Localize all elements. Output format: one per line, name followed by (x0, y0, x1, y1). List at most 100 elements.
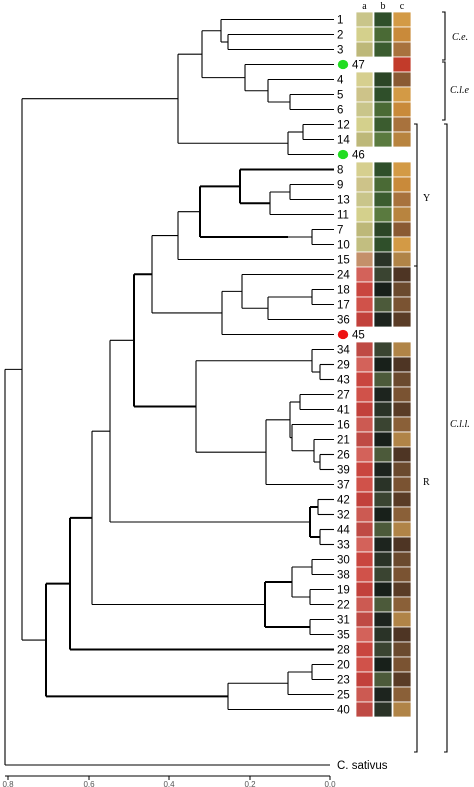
swatch-a-10 (355, 236, 374, 253)
swatch-b-6 (373, 101, 393, 118)
swatch-b-44 (373, 521, 393, 538)
swatch-a-40 (355, 701, 374, 718)
swatch-c-7 (392, 221, 412, 238)
swatch-b-38 (373, 566, 393, 583)
leaf-label-25: 25 (337, 690, 350, 702)
group-label-cll: C.l.l. (450, 419, 470, 430)
swatch-a-14 (355, 131, 374, 148)
swatch-a-5 (355, 86, 374, 103)
leaf-label-40: 40 (337, 705, 350, 717)
swatch-b-30 (373, 551, 393, 568)
distance-axis: 0.8 0.6 0.4 0.2 0.0 (2, 775, 336, 787)
axis-tick-label: 0.8 (2, 780, 14, 787)
leaf-label-3: 3 (337, 45, 343, 57)
leaf-label-15: 15 (337, 255, 350, 267)
swatch-c-1 (392, 11, 412, 28)
swatch-c-22 (392, 596, 412, 613)
swatch-b-12 (373, 116, 393, 133)
swatch-c-36 (392, 311, 412, 328)
leaf-label-20: 20 (337, 660, 350, 672)
swatch-c-31 (392, 611, 412, 628)
swatch-c-40 (392, 701, 412, 718)
swatch-b-32 (373, 506, 393, 523)
leaf-label-17: 17 (337, 300, 350, 312)
swatch-a-22 (355, 596, 374, 613)
swatch-c-5 (392, 86, 412, 103)
swatch-b-28 (373, 641, 393, 658)
swatch-a-37 (355, 476, 374, 493)
highlight-marker-45 (337, 329, 349, 340)
swatch-a-33 (355, 536, 374, 553)
swatch-b-33 (373, 536, 393, 553)
swatch-a-32 (355, 506, 374, 523)
swatch-b-18 (373, 281, 393, 298)
leaf-label-39: 39 (337, 465, 350, 477)
leaf-label-23: 23 (337, 675, 350, 687)
swatch-b-10 (373, 236, 393, 253)
swatch-b-5 (373, 86, 393, 103)
swatch-c-47 (392, 56, 412, 73)
swatch-b-17 (373, 296, 393, 313)
swatch-b-9 (373, 176, 393, 193)
leaf-label-5: 5 (337, 90, 343, 102)
swatch-b-26 (373, 446, 393, 463)
swatch-b-4 (373, 71, 393, 88)
swatch-a-13 (355, 191, 374, 208)
swatch-a-28 (355, 641, 374, 658)
swatch-a-20 (355, 656, 374, 673)
tree-branches (4, 18, 334, 766)
swatch-a-34 (355, 341, 374, 358)
swatch-c-12 (392, 116, 412, 133)
leaf-label-37: 37 (337, 480, 350, 492)
bracket-y (414, 123, 418, 267)
swatch-a-24 (355, 266, 374, 283)
swatch-a-1 (355, 11, 374, 28)
swatch-c-13 (392, 191, 412, 208)
swatch-c-39 (392, 461, 412, 478)
swatch-c-23 (392, 671, 412, 688)
leaf-label-6: 6 (337, 105, 343, 117)
swatch-a-44 (355, 521, 374, 538)
swatch-c-21 (392, 431, 412, 448)
swatch-c-9 (392, 176, 412, 193)
group-label-ce: C.e. (452, 32, 468, 43)
swatch-c-27 (392, 386, 412, 403)
swatch-c-30 (392, 551, 412, 568)
leaf-label-2: 2 (337, 30, 343, 42)
leaf-label-14: 14 (337, 135, 350, 147)
swatch-c-19 (392, 581, 412, 598)
swatch-c-29 (392, 356, 412, 373)
swatch-c-18 (392, 281, 412, 298)
swatch-c-32 (392, 506, 412, 523)
axis-tick-label: 0.6 (83, 780, 95, 787)
leaf-label-33: 33 (337, 540, 350, 552)
swatch-b-37 (373, 476, 393, 493)
swatch-b-43 (373, 371, 393, 388)
swatch-b-23 (373, 671, 393, 688)
outgroup-label: C. sativus (337, 760, 388, 772)
trait-swatches: a b c (355, 1, 412, 718)
swatch-c-6 (392, 101, 412, 118)
column-header-b: b (381, 1, 386, 12)
leaf-label-26: 26 (337, 450, 350, 462)
swatch-b-3 (373, 41, 393, 58)
swatch-c-41 (392, 401, 412, 418)
swatch-b-7 (373, 221, 393, 238)
swatch-a-6 (355, 101, 374, 118)
swatch-c-4 (392, 71, 412, 88)
leaf-label-22: 22 (337, 600, 350, 612)
swatch-c-43 (392, 371, 412, 388)
leaf-label-1: 1 (337, 15, 343, 27)
swatch-b-29 (373, 356, 393, 373)
swatch-c-25 (392, 686, 412, 703)
swatch-a-27 (355, 386, 374, 403)
column-header-a: a (362, 1, 367, 12)
swatch-b-27 (373, 386, 393, 403)
group-label-r: R (423, 477, 430, 488)
leaf-label-8: 8 (337, 165, 343, 177)
swatch-b-35 (373, 626, 393, 643)
leaf-label-29: 29 (337, 360, 350, 372)
swatch-a-38 (355, 566, 374, 583)
leaf-label-13: 13 (337, 195, 350, 207)
